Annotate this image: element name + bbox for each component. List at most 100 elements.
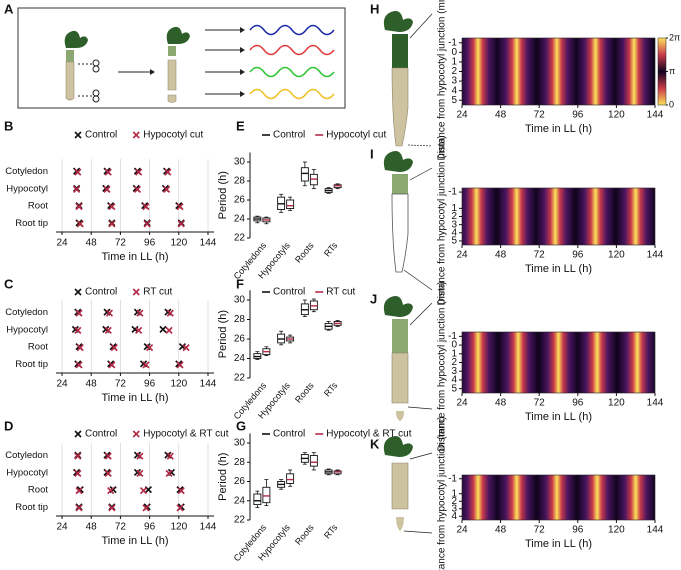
peak-marker: [146, 344, 154, 352]
x-tick-label: Roots: [293, 240, 316, 265]
panel-label: H: [370, 1, 379, 16]
x-tick-label: 24: [56, 238, 68, 249]
y-tick-label: 2: [451, 66, 457, 77]
category-label: Hypocotyl: [6, 467, 48, 478]
peak-marker: [166, 309, 174, 317]
x-tick-label: 48: [86, 238, 98, 249]
x-tick-label: 24: [56, 522, 68, 533]
legend-marker: [74, 288, 82, 296]
y-tick-label: 0: [451, 47, 457, 58]
x-tick-label: 144: [200, 238, 217, 249]
legend-marker: [132, 288, 140, 296]
x-tick-label: 72: [534, 398, 546, 409]
x-axis-label: Time in LL (h): [101, 251, 168, 263]
x-tick-label: 120: [170, 379, 187, 390]
legend-label: Control: [273, 130, 305, 141]
y-tick-label: 26: [234, 476, 246, 487]
peak-marker: [163, 185, 171, 193]
peak-marker: [142, 203, 150, 211]
y-tick-label: -1: [448, 331, 457, 342]
y-tick-label: 0: [451, 340, 457, 351]
peak-marker: [135, 326, 143, 334]
x-tick-label: 72: [115, 238, 127, 249]
peak-marker: [143, 220, 151, 228]
plant-illustrations: [383, 11, 433, 534]
y-tick-label: 4: [451, 85, 457, 96]
peak-marker: [133, 185, 141, 193]
peak-marker: [164, 168, 172, 176]
legend-label: Hypocotyl & RT cut: [326, 429, 411, 440]
category-label: Root tip: [15, 359, 48, 370]
peak-marker: [139, 487, 148, 495]
peak-marker: [75, 309, 83, 317]
peak-marker: [176, 504, 184, 512]
x-tick-label: Roots: [293, 522, 316, 547]
phase-stripe: [462, 332, 498, 393]
peak-marker: [176, 361, 184, 369]
peak-marker: [74, 326, 82, 334]
colorbar: [657, 37, 667, 106]
legend-label: RT cut: [326, 287, 355, 298]
peak-marker: [182, 344, 190, 352]
y-tick-label: 30: [234, 295, 246, 306]
peak-marker: [104, 452, 112, 460]
x-tick-label: 48: [495, 525, 507, 536]
category-label: Root tip: [15, 218, 48, 229]
peak-marker: [76, 220, 84, 228]
category-label: Cotyledon: [5, 307, 48, 318]
legend-marker: [132, 131, 140, 139]
x-axis-label: Time in LL (h): [101, 392, 168, 404]
peak-marker: [176, 203, 184, 211]
y-tick-label: 2: [451, 211, 457, 222]
panel-label: K: [370, 436, 380, 451]
category-label: Root: [28, 342, 48, 353]
y-tick-label: -1: [448, 187, 457, 198]
phase-stripe: [537, 475, 577, 520]
category-label: Root tip: [15, 502, 48, 513]
phase-stripe: [497, 38, 536, 105]
phase-stripe: [577, 475, 617, 520]
y-axis-label: Distance from hypocotyl junction (mm): [437, 281, 448, 451]
x-tick-label: 120: [608, 110, 625, 121]
y-axis-label: Period (h): [217, 310, 229, 358]
category-label: Hypocotyl: [6, 183, 48, 194]
y-tick-label: 1: [451, 57, 457, 68]
peak-marker: [74, 469, 82, 477]
legend-marker: [74, 430, 82, 438]
category-label: Root: [28, 201, 48, 212]
legend-label: RT cut: [143, 287, 172, 298]
box: [286, 473, 295, 484]
phase-stripe: [498, 332, 538, 393]
y-tick-label: 1: [451, 203, 457, 214]
legend-label: Control: [273, 429, 305, 440]
legend-marker: [74, 131, 82, 139]
phase-stripe: [539, 332, 578, 393]
phase-stripe: [462, 475, 498, 520]
legend-label: Control: [85, 287, 117, 298]
peak-marker: [177, 220, 185, 228]
y-tick-label: 28: [234, 176, 246, 187]
y-tick-label: 1: [451, 348, 457, 359]
legend-label: Control: [85, 130, 117, 141]
y-tick-label: 28: [234, 457, 246, 468]
y-tick-label: 3: [451, 76, 457, 87]
phase-stripe: [616, 188, 655, 245]
x-tick-label: 144: [647, 398, 664, 409]
y-axis-label: Distance from hypocotyl junction (mm): [437, 135, 448, 305]
x-tick-label: 24: [456, 525, 468, 536]
x-axis-label: Time in LL (h): [525, 123, 592, 135]
y-tick-label: 1: [451, 488, 457, 499]
peak-marker: [107, 487, 115, 495]
x-axis-label: Time in LL (h): [525, 411, 592, 423]
phase-stripe: [497, 188, 536, 245]
y-tick-label: 24: [234, 214, 246, 225]
x-axis-label: Time in LL (h): [101, 535, 168, 547]
y-tick-label: 22: [234, 233, 246, 244]
phase-stripe: [537, 38, 577, 105]
y-tick-label: 2: [451, 496, 457, 507]
schematic: [17, 7, 346, 109]
y-tick-label: -1: [448, 473, 457, 484]
peak-marker: [177, 487, 185, 495]
y-tick-label: 30: [234, 157, 246, 168]
